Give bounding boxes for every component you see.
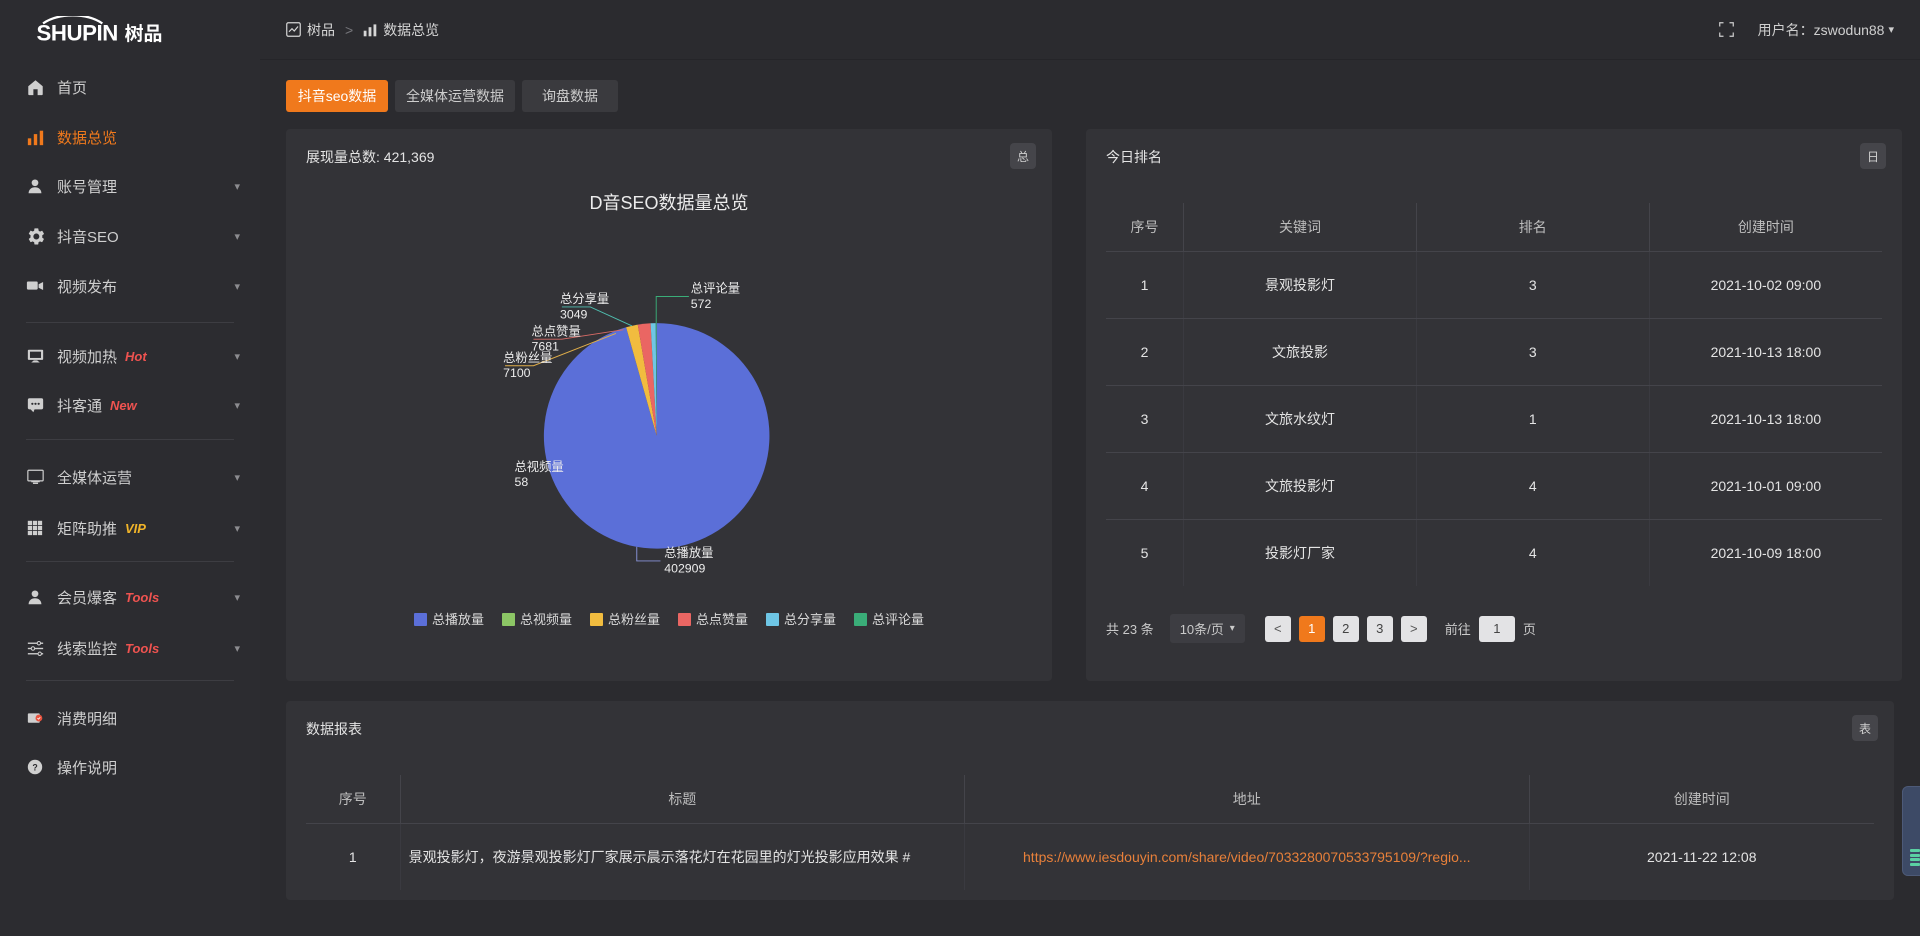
svg-text:树品: 树品 [125,19,163,44]
svg-text:总播放量: 总播放量 [664,545,713,560]
svg-text:总点赞量: 总点赞量 [532,324,581,338]
svg-text:?: ? [32,763,37,773]
svg-text:SHUPIN: SHUPIN [36,21,117,44]
svg-text:总评论量: 总评论量 [691,282,740,296]
svg-text:总分享量: 总分享量 [560,291,609,306]
svg-text:3049: 3049 [560,307,588,321]
svg-text:402909: 402909 [664,561,705,575]
svg-text:572: 572 [691,297,712,311]
svg-text:7100: 7100 [503,366,531,380]
svg-text:总视频量: 总视频量 [515,459,564,474]
svg-text:总粉丝量: 总粉丝量 [503,350,552,365]
svg-text:58: 58 [515,475,529,489]
